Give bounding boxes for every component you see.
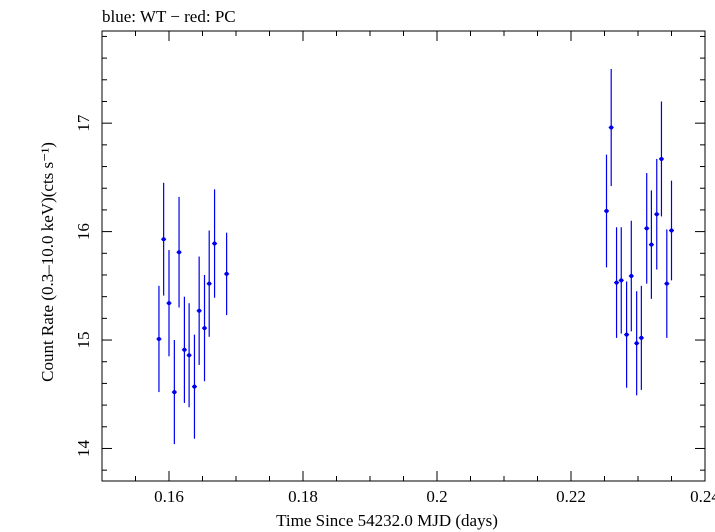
data-point (167, 301, 171, 306)
data-point (639, 335, 644, 340)
data-point (187, 353, 192, 358)
data-point (619, 278, 624, 283)
x-tick-labels: 0.16 0.18 0.2 0.22 0.24 (154, 487, 715, 506)
x-tick-label: 0.24 (690, 487, 715, 506)
data-point (172, 390, 177, 395)
x-tick-label: 0.2 (426, 487, 447, 506)
data-point (202, 326, 207, 331)
data-point (649, 242, 654, 247)
data-point (604, 209, 609, 213)
data-point (644, 226, 649, 231)
x-tick-label: 0.22 (556, 487, 586, 506)
y-tick-label: 16 (74, 223, 93, 240)
y-tick-label: 15 (74, 332, 93, 349)
data-point (624, 332, 629, 337)
data-point (177, 250, 182, 255)
data-point (161, 237, 166, 242)
data-point (669, 228, 674, 233)
x-tick-label: 0.18 (288, 487, 318, 506)
plot-frame (101, 30, 706, 482)
data-point (192, 384, 197, 389)
data-point (224, 271, 229, 276)
y-tick-labels: 14 15 16 17 (74, 114, 93, 457)
data-point (664, 281, 669, 286)
data-point (659, 156, 664, 161)
data-point (197, 308, 202, 313)
data-point (609, 125, 614, 130)
data-point (614, 280, 619, 285)
data-points (156, 68, 674, 445)
x-axis-label: Time Since 54232.0 MJD (days) (276, 511, 498, 530)
axis-ticks (101, 31, 706, 481)
chart-title: blue: WT − red: PC (102, 7, 236, 26)
x-tick-label: 0.16 (154, 487, 184, 506)
y-axis-label: Count Rate (0.3–10.0 keV)(cts s⁻¹) (38, 142, 57, 382)
data-point (182, 347, 187, 352)
data-point (634, 341, 639, 346)
data-point (156, 336, 161, 341)
y-tick-label: 17 (74, 114, 93, 131)
data-point (629, 274, 634, 279)
data-point (654, 212, 659, 217)
y-tick-label: 14 (74, 439, 93, 457)
data-point (207, 281, 212, 286)
data-point (212, 241, 217, 246)
